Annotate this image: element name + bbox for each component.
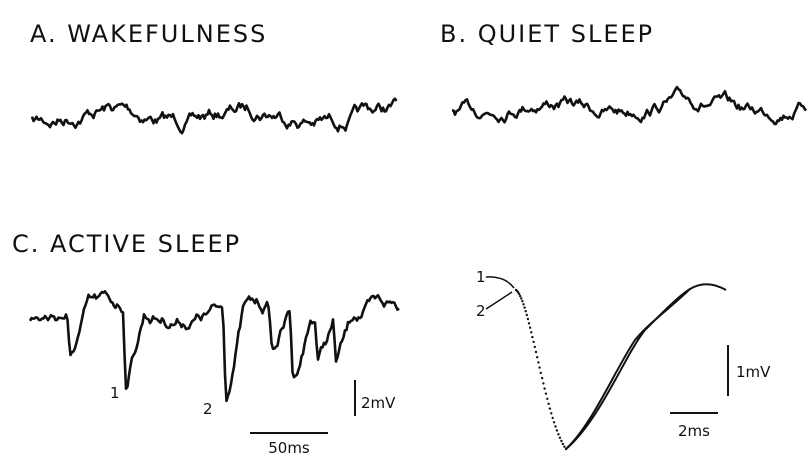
spike-label: 1 bbox=[110, 384, 120, 402]
dot bbox=[520, 297, 523, 300]
curve-label: 1 bbox=[476, 268, 486, 286]
dot bbox=[528, 326, 532, 329]
average-curve bbox=[565, 288, 691, 450]
dot bbox=[525, 313, 528, 317]
dot bbox=[550, 412, 553, 415]
label-line bbox=[485, 276, 515, 289]
dot bbox=[540, 376, 544, 380]
dot bbox=[558, 436, 562, 439]
dot bbox=[546, 397, 549, 400]
dot bbox=[543, 387, 546, 390]
dot bbox=[544, 392, 548, 395]
dot bbox=[563, 445, 566, 448]
dot bbox=[538, 366, 541, 369]
dot bbox=[536, 356, 539, 359]
dot bbox=[516, 291, 520, 294]
dot bbox=[530, 331, 533, 334]
dot bbox=[534, 350, 538, 354]
traces bbox=[28, 85, 808, 403]
dot bbox=[527, 322, 531, 325]
dot bbox=[524, 310, 527, 313]
eeg-trace bbox=[28, 290, 400, 403]
panel-title: B. QUIET SLEEP bbox=[440, 20, 654, 48]
dot bbox=[539, 371, 542, 375]
dot bbox=[547, 402, 550, 405]
scale-label: 2ms bbox=[678, 422, 710, 440]
scale-label: 2mV bbox=[361, 394, 396, 412]
dot bbox=[532, 340, 535, 344]
dot bbox=[522, 303, 525, 306]
dot bbox=[555, 429, 559, 432]
scale-label: 1mV bbox=[736, 363, 771, 381]
label-line bbox=[485, 291, 513, 310]
dot bbox=[552, 421, 556, 424]
spike-label: 2 bbox=[203, 400, 213, 418]
dot bbox=[548, 407, 552, 410]
scale-label: 50ms bbox=[268, 439, 310, 457]
dot bbox=[533, 345, 536, 349]
dot bbox=[564, 447, 568, 451]
panel-title: C. ACTIVE SLEEP bbox=[12, 230, 241, 258]
dot bbox=[560, 439, 563, 443]
curve-label: 2 bbox=[476, 302, 486, 320]
eeg-trace bbox=[452, 85, 808, 126]
dot bbox=[542, 382, 545, 385]
eeg-trace bbox=[30, 97, 398, 135]
dot bbox=[554, 425, 557, 428]
dot bbox=[518, 292, 521, 296]
dot bbox=[526, 317, 530, 321]
panel-title: A. WAKEFULNESS bbox=[30, 20, 267, 48]
dot bbox=[523, 306, 526, 309]
dot bbox=[521, 300, 524, 303]
dot bbox=[557, 433, 560, 436]
dotted-curve bbox=[514, 288, 568, 451]
dot bbox=[537, 361, 540, 364]
dot bbox=[561, 442, 565, 446]
dot bbox=[551, 416, 554, 420]
dot bbox=[519, 294, 522, 298]
dot bbox=[531, 335, 534, 339]
